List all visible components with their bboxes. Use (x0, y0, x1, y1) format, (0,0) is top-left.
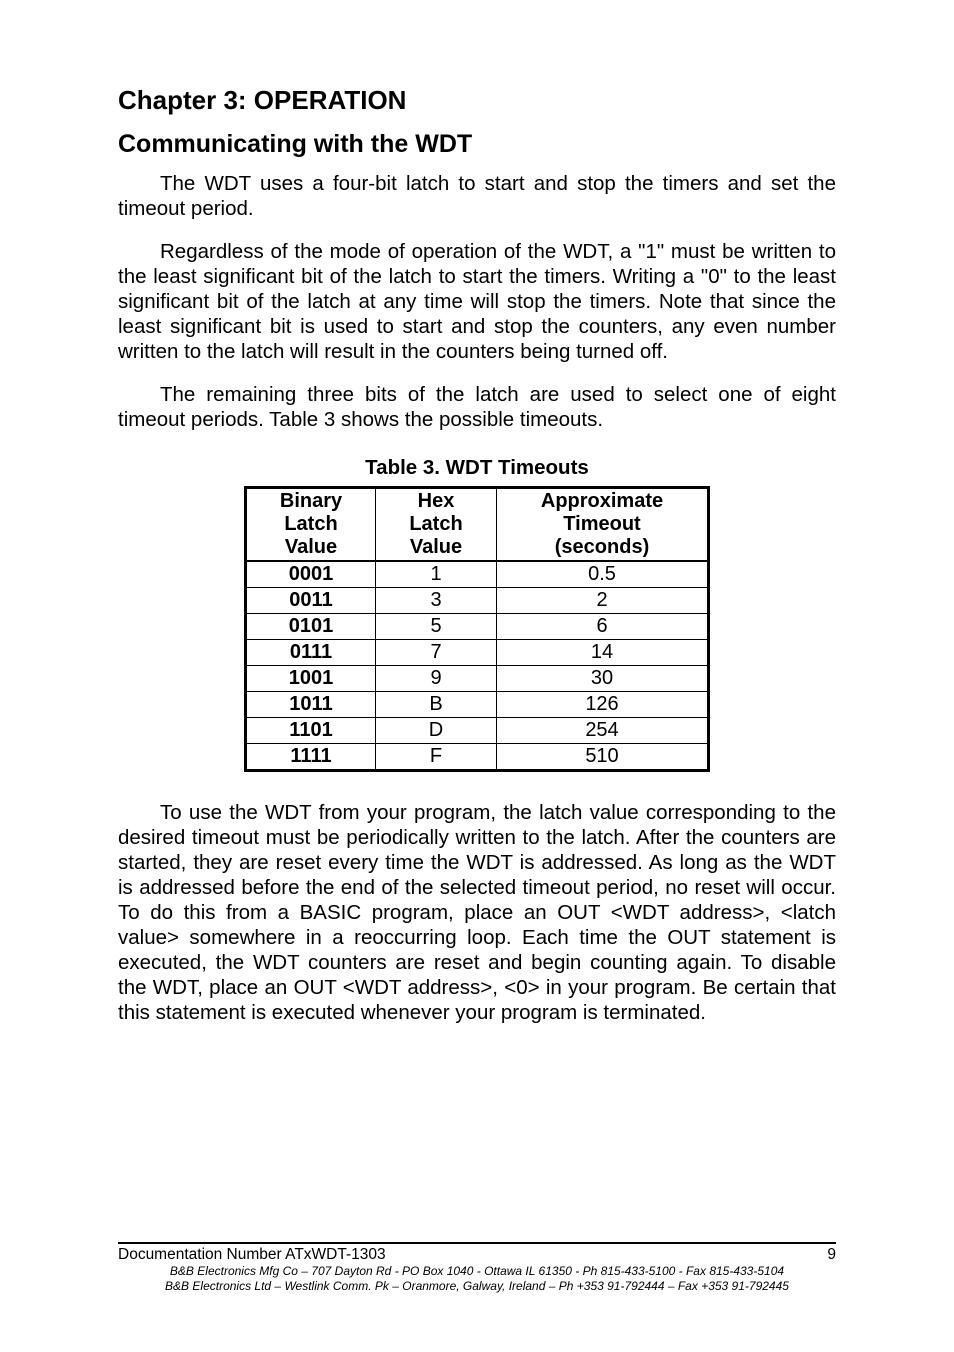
cell-hex: 9 (376, 666, 497, 692)
table-row: 0011 3 2 (246, 588, 709, 614)
table-row: 1101 D 254 (246, 718, 709, 744)
cell-hex: D (376, 718, 497, 744)
paragraph-2: Regardless of the mode of operation of t… (118, 239, 836, 364)
table-row: 0111 7 14 (246, 640, 709, 666)
cell-hex: 3 (376, 588, 497, 614)
cell-hex: 7 (376, 640, 497, 666)
table-header-hex: Hex Latch Value (376, 488, 497, 562)
table-header-text: Binary (280, 490, 342, 512)
cell-timeout: 14 (497, 640, 709, 666)
paragraph-4: To use the WDT from your program, the la… (118, 800, 836, 1025)
cell-binary: 0101 (246, 614, 376, 640)
cell-timeout: 0.5 (497, 561, 709, 588)
paragraph-3: The remaining three bits of the latch ar… (118, 382, 836, 432)
table-header-binary: Binary Latch Value (246, 488, 376, 562)
cell-binary: 0001 (246, 561, 376, 588)
cell-binary: 1011 (246, 692, 376, 718)
table-header-timeout: Approximate Timeout (seconds) (497, 488, 709, 562)
cell-hex: B (376, 692, 497, 718)
footer-address-2: B&B Electronics Ltd – Westlink Comm. Pk … (118, 1279, 836, 1294)
table-row: 0001 1 0.5 (246, 561, 709, 588)
cell-binary: 1101 (246, 718, 376, 744)
table-header-text: Timeout (563, 513, 640, 535)
cell-binary: 1001 (246, 666, 376, 692)
table-header-text: Value (410, 536, 462, 558)
cell-timeout: 254 (497, 718, 709, 744)
cell-timeout: 2 (497, 588, 709, 614)
section-title: Communicating with the WDT (118, 130, 836, 159)
page-footer: Documentation Number ATxWDT-1303 9 B&B E… (118, 1242, 836, 1294)
cell-binary: 0011 (246, 588, 376, 614)
page: Chapter 3: OPERATION Communicating with … (0, 0, 954, 1352)
cell-hex: 5 (376, 614, 497, 640)
table-header-text: Approximate (541, 490, 663, 512)
chapter-title: Chapter 3: OPERATION (118, 85, 836, 116)
cell-hex: 1 (376, 561, 497, 588)
table-row: 1001 9 30 (246, 666, 709, 692)
table-header-text: Value (285, 536, 337, 558)
table-row: 1011 B 126 (246, 692, 709, 718)
table-header-text: Latch (284, 513, 337, 535)
page-number: 9 (827, 1246, 836, 1264)
footer-address-1: B&B Electronics Mfg Co – 707 Dayton Rd -… (118, 1264, 836, 1279)
table-row: 1111 F 510 (246, 744, 709, 771)
table-header-text: Latch (409, 513, 462, 535)
table-header-row: Binary Latch Value Hex Latch Value Appro… (246, 488, 709, 562)
table-caption: Table 3. WDT Timeouts (118, 456, 836, 480)
cell-timeout: 126 (497, 692, 709, 718)
table-header-text: (seconds) (555, 536, 649, 558)
table-row: 0101 5 6 (246, 614, 709, 640)
footer-row: Documentation Number ATxWDT-1303 9 (118, 1246, 836, 1264)
cell-binary: 0111 (246, 640, 376, 666)
cell-timeout: 30 (497, 666, 709, 692)
wdt-timeouts-table: Binary Latch Value Hex Latch Value Appro… (244, 486, 710, 772)
table-header-text: Hex (418, 490, 455, 512)
cell-binary: 1111 (246, 744, 376, 771)
paragraph-1: The WDT uses a four-bit latch to start a… (118, 171, 836, 221)
doc-number: Documentation Number ATxWDT-1303 (118, 1246, 386, 1264)
cell-hex: F (376, 744, 497, 771)
cell-timeout: 6 (497, 614, 709, 640)
cell-timeout: 510 (497, 744, 709, 771)
